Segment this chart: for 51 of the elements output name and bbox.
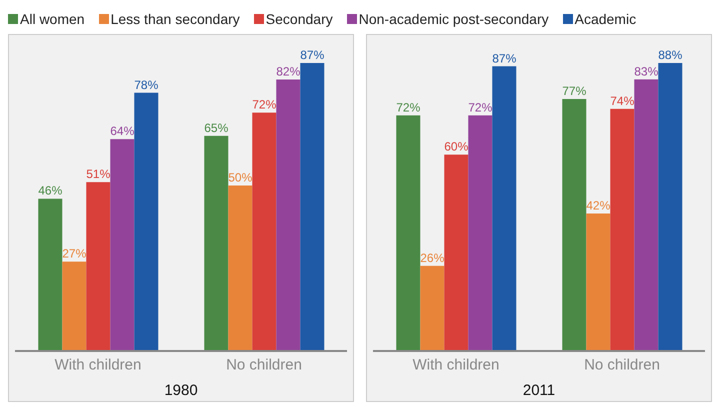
data-label: 72% [468,100,493,114]
legend-label: All women [19,11,85,27]
legend-label: Less than secondary [110,11,240,27]
bar [468,115,492,351]
data-label: 87% [300,48,325,62]
legend-label: Secondary [264,11,333,27]
data-label: 77% [562,84,587,98]
legend-label: Non-academic post-secondary [358,11,549,27]
data-label: 74% [610,94,635,108]
bar [252,112,276,351]
data-label: 64% [110,124,135,138]
bar [562,99,586,351]
data-label: 60% [444,140,469,154]
data-label: 88% [658,48,683,62]
legend-label: Academic [574,11,636,27]
bar [492,66,516,351]
x-tick-label: With children [54,356,142,374]
bar [444,154,468,351]
data-label: 26% [420,250,445,265]
data-label: 83% [634,64,659,78]
data-label: 82% [276,64,301,79]
bar [276,80,300,351]
bar [420,266,444,351]
data-label: 72% [252,98,277,112]
x-tick-label: With children [412,356,500,374]
x-axis-title: 2011 [522,382,556,399]
bar [204,136,228,351]
bar [134,92,158,351]
data-label: 87% [492,51,517,66]
bar [300,63,324,351]
x-tick-label: No children [226,356,302,374]
bar [586,214,610,351]
data-label: 65% [204,120,229,135]
bar [62,262,86,351]
bar [634,79,658,351]
data-label: 72% [396,100,421,114]
x-tick-label: No children [584,356,660,374]
bar [86,182,110,351]
bar [110,139,134,351]
bar [228,185,252,351]
bar [396,115,420,351]
bar [610,108,634,351]
data-label: 46% [38,184,63,198]
data-label: 42% [586,198,611,213]
data-label: 27% [62,246,87,261]
bar [38,198,62,351]
x-axis-title: 1980 [164,382,198,399]
bar [658,63,682,351]
data-label: 51% [86,167,111,182]
data-label: 78% [134,78,159,92]
data-label: 50% [228,170,253,184]
